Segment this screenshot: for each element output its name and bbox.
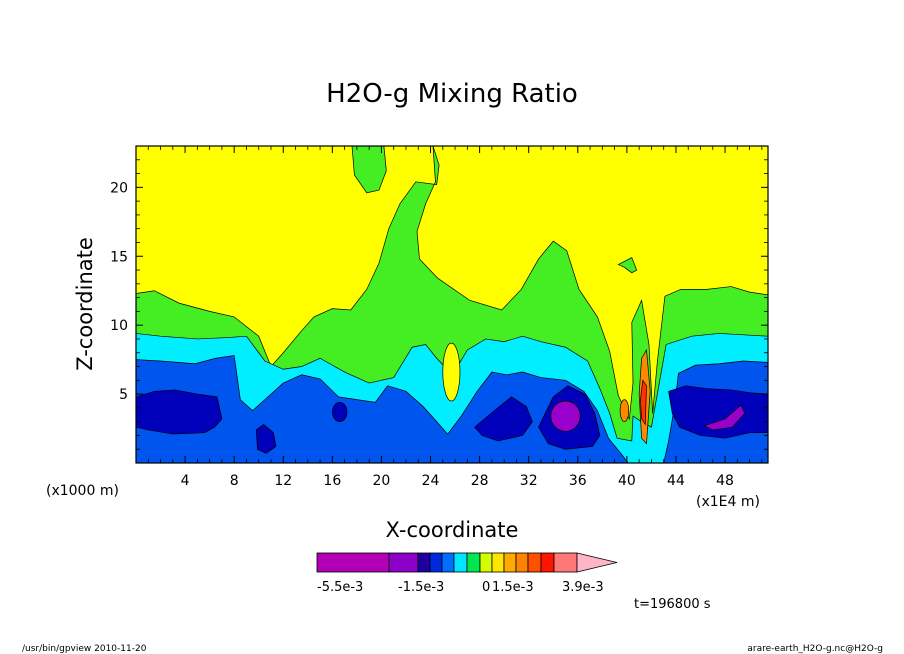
colorbar-segment bbox=[503, 552, 517, 573]
colorbar-label: -5.5e-3 bbox=[317, 580, 363, 595]
x-unit-label: (x1000 m) bbox=[46, 483, 119, 499]
colorbar-label: -1.5e-3 bbox=[398, 580, 444, 595]
y-axis-title: Z-coordinate bbox=[73, 237, 97, 371]
colorbar-labels: -5.5e-3 -1.5e-3 0 1.5e-3 3.9e-3 bbox=[317, 580, 604, 595]
field-max-east bbox=[703, 404, 746, 431]
x-axis-title: X-coordinate bbox=[386, 518, 519, 542]
footer-right: arare-earth_H2O-g.nc@H2O-g bbox=[747, 644, 883, 654]
plot-frame bbox=[135, 145, 769, 464]
y-tick-label: 10 bbox=[110, 318, 128, 334]
field-green-islet bbox=[617, 257, 638, 274]
x-tick-label: 8 bbox=[230, 473, 239, 489]
field-core-left bbox=[136, 389, 223, 435]
colorbar-label: 3.9e-3 bbox=[562, 580, 604, 595]
y-tick-label: 5 bbox=[119, 387, 128, 403]
field-max-center bbox=[550, 400, 581, 432]
colorbar-segment bbox=[540, 552, 555, 573]
colorbar-segment bbox=[515, 552, 529, 573]
colorbar-segment bbox=[417, 552, 431, 573]
x-tick-label: 24 bbox=[422, 473, 440, 489]
colorbar-label: 0 bbox=[482, 580, 490, 595]
colorbar-segment bbox=[466, 552, 481, 573]
x-tick-label: 4 bbox=[181, 473, 190, 489]
x-scale-label: (x1E4 m) bbox=[696, 494, 760, 510]
x-tick-label: 36 bbox=[569, 473, 587, 489]
field-core-mid bbox=[255, 423, 277, 454]
x-axis-ticks: 4 8 12 16 20 24 28 32 36 40 44 48 bbox=[147, 146, 763, 489]
time-stamp: t=196800 s bbox=[634, 597, 711, 612]
y-tick-label: 15 bbox=[110, 249, 128, 265]
colorbar-segment bbox=[553, 552, 578, 573]
field-hot-plume bbox=[640, 379, 647, 426]
contour-field bbox=[136, 146, 768, 463]
colorbar-segment bbox=[429, 552, 443, 573]
y-axis-ticks: 5 10 15 20 bbox=[110, 159, 768, 450]
x-tick-label: 28 bbox=[471, 473, 489, 489]
colorbar-segment bbox=[491, 552, 505, 573]
colorbar-segment bbox=[441, 552, 455, 573]
colorbar-segment bbox=[527, 552, 542, 573]
footer-left: /usr/bin/gpview 2010-11-20 bbox=[22, 644, 147, 654]
x-tick-label: 48 bbox=[716, 473, 734, 489]
colorbar-segment bbox=[479, 552, 493, 573]
x-tick-label: 20 bbox=[373, 473, 391, 489]
field-warm-spot bbox=[619, 399, 630, 423]
field-upper-bubble bbox=[442, 342, 461, 402]
colorbar-label: 1.5e-3 bbox=[492, 580, 534, 595]
field-core-center bbox=[474, 396, 533, 442]
field-core-blob bbox=[331, 402, 348, 423]
x-tick-label: 12 bbox=[274, 473, 292, 489]
colorbar-segment bbox=[316, 552, 390, 573]
chart-title: H2O-g Mixing Ratio bbox=[326, 79, 578, 109]
field-blue-layer bbox=[136, 355, 768, 463]
y-tick-label: 20 bbox=[110, 180, 128, 196]
colorbar bbox=[316, 552, 618, 573]
x-tick-label: 44 bbox=[667, 473, 685, 489]
x-tick-label: 40 bbox=[618, 473, 636, 489]
x-tick-label: 16 bbox=[323, 473, 341, 489]
colorbar-segment bbox=[453, 552, 468, 573]
colorbar-segment bbox=[388, 552, 419, 573]
field-core-east bbox=[668, 385, 768, 439]
colorbar-extend-arrow bbox=[576, 552, 618, 573]
x-tick-label: 32 bbox=[520, 473, 538, 489]
